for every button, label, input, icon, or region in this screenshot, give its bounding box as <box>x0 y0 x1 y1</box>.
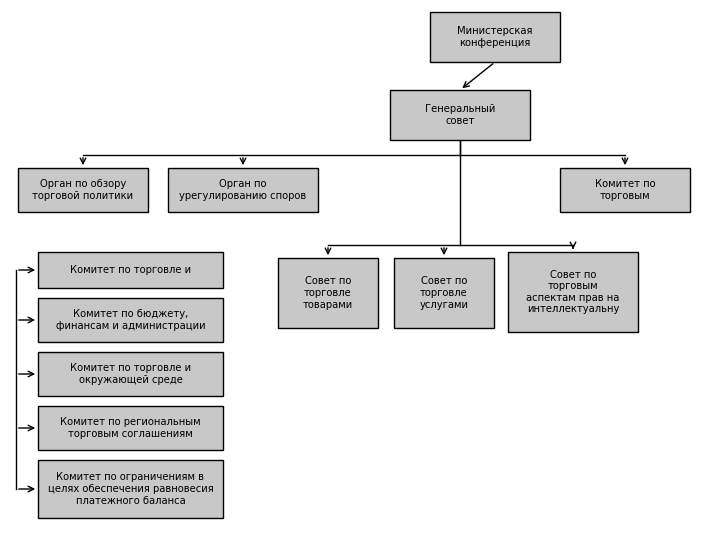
FancyBboxPatch shape <box>18 168 148 212</box>
FancyBboxPatch shape <box>278 258 378 328</box>
Text: Комитет по ограничениям в
целях обеспечения равновесия
платежного баланса: Комитет по ограничениям в целях обеспече… <box>48 472 213 505</box>
FancyBboxPatch shape <box>430 12 560 62</box>
FancyBboxPatch shape <box>560 168 690 212</box>
FancyBboxPatch shape <box>394 258 494 328</box>
Text: Комитет по торговле и
окружающей среде: Комитет по торговле и окружающей среде <box>70 363 191 385</box>
Text: Совет по
торговле
услугами: Совет по торговле услугами <box>420 276 469 309</box>
Text: Министерская
конференция: Министерская конференция <box>457 26 533 48</box>
Text: Комитет по бюджету,
финансам и администрации: Комитет по бюджету, финансам и администр… <box>55 309 205 331</box>
Text: Совет по
торговле
товарами: Совет по торговле товарами <box>303 276 353 309</box>
FancyBboxPatch shape <box>38 298 223 342</box>
FancyBboxPatch shape <box>168 168 318 212</box>
FancyBboxPatch shape <box>508 252 638 332</box>
FancyBboxPatch shape <box>38 252 223 288</box>
Text: Орган по обзору
торговой политики: Орган по обзору торговой политики <box>32 179 134 201</box>
FancyBboxPatch shape <box>38 406 223 450</box>
FancyBboxPatch shape <box>390 90 530 140</box>
Text: Орган по
урегулированию споров: Орган по урегулированию споров <box>179 179 307 201</box>
Text: Комитет по торговле и: Комитет по торговле и <box>70 265 191 275</box>
Text: Комитет по
торговым: Комитет по торговым <box>595 179 655 201</box>
Text: Комитет по региональным
торговым соглашениям: Комитет по региональным торговым соглаше… <box>60 417 201 439</box>
Text: Генеральный
совет: Генеральный совет <box>425 104 495 126</box>
FancyBboxPatch shape <box>38 352 223 396</box>
Text: Совет по
торговым
аспектам прав на
интеллектуальну: Совет по торговым аспектам прав на интел… <box>526 269 620 314</box>
FancyBboxPatch shape <box>38 460 223 518</box>
